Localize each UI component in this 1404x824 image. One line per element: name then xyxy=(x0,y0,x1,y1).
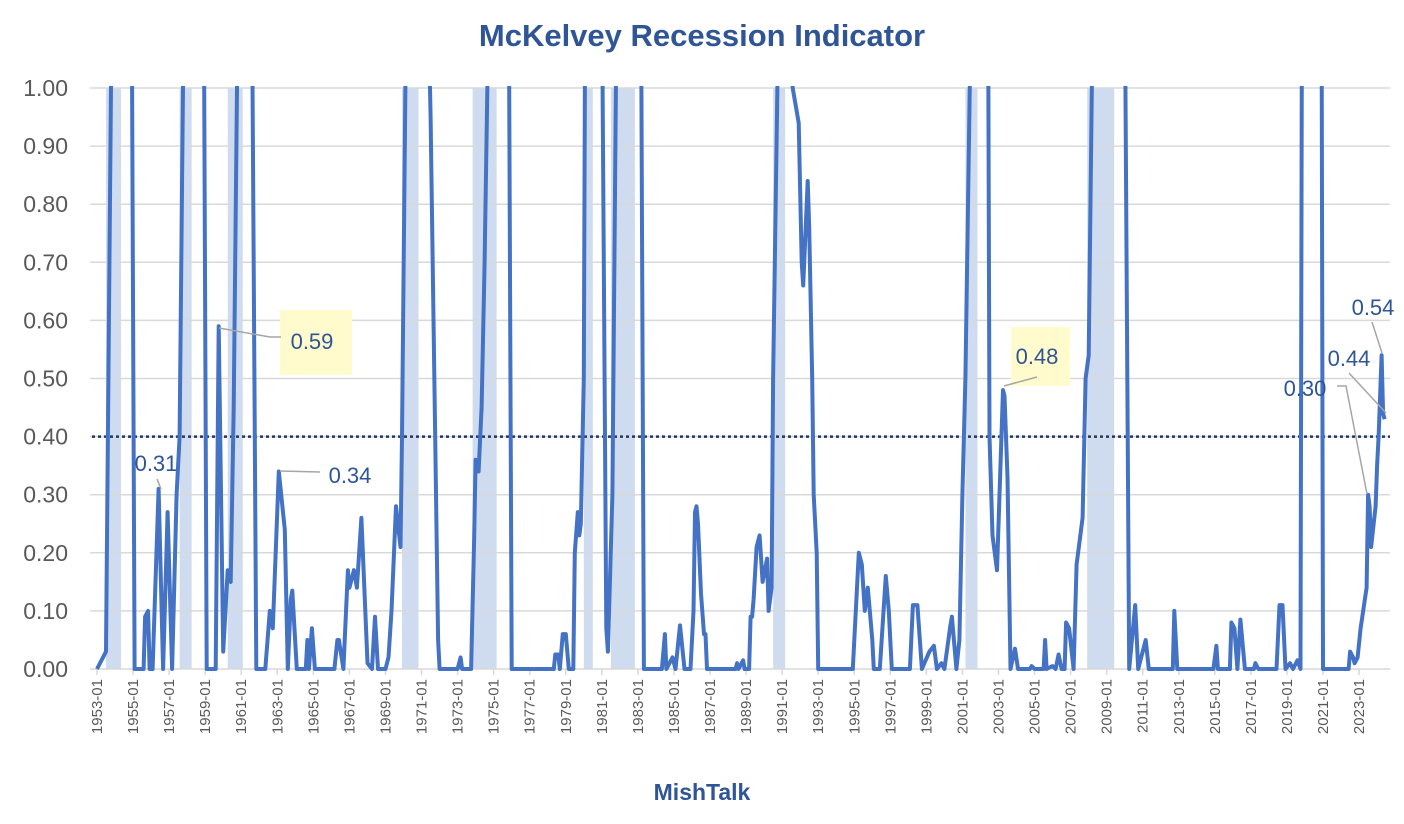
y-tick-label: 0.10 xyxy=(23,598,68,624)
x-tick-label: 1965-01 xyxy=(305,679,322,734)
chart-title: McKelvey Recession Indicator xyxy=(479,18,925,53)
data-label: 0.30 xyxy=(1284,376,1327,401)
x-tick-label: 1955-01 xyxy=(125,679,142,734)
x-tick-label: 1967-01 xyxy=(341,679,358,734)
x-tick-label: 1997-01 xyxy=(882,679,899,734)
y-tick-label: 0.90 xyxy=(23,133,68,159)
data-label: 0.44 xyxy=(1328,346,1371,371)
leader-line xyxy=(1348,372,1387,414)
y-tick-label: 1.00 xyxy=(23,75,68,101)
x-tick-label: 2021-01 xyxy=(1315,679,1332,734)
data-labels: 0.31 0.59 0.34 0.48 0.300.44 0.54 xyxy=(135,295,1395,495)
leader-line xyxy=(1371,321,1383,354)
x-tick-label: 1979-01 xyxy=(558,679,575,734)
x-axis-label: MishTalk xyxy=(654,779,751,805)
x-tick-label: 1995-01 xyxy=(846,679,863,734)
plot-area xyxy=(95,86,1387,671)
x-tick-label: 1987-01 xyxy=(702,679,719,734)
data-label: 0.34 xyxy=(329,463,372,488)
x-tick-label: 2013-01 xyxy=(1171,679,1188,734)
x-tick-label: 1973-01 xyxy=(450,679,467,734)
x-tick-label: 1989-01 xyxy=(738,679,755,734)
y-axis-ticks: 0.00 0.10 0.20 0.30 0.40 0.50 0.60 0.70 0.80 0.90… xyxy=(23,75,68,682)
x-tick-label: 2003-01 xyxy=(991,679,1008,734)
x-tick-label: 2011-01 xyxy=(1135,679,1152,733)
x-tick-label: 2009-01 xyxy=(1099,679,1116,734)
x-tick-label: 1957-01 xyxy=(161,679,178,734)
y-tick-label: 0.40 xyxy=(23,424,68,450)
x-tick-label: 1971-01 xyxy=(414,679,431,734)
data-label: 0.59 xyxy=(291,329,334,354)
leader-line xyxy=(218,327,281,338)
data-label: 0.54 xyxy=(1352,295,1395,320)
y-tick-label: 0.20 xyxy=(23,540,68,566)
x-tick-label: 1953-01 xyxy=(89,679,106,734)
x-tick-label: 1991-01 xyxy=(774,679,791,734)
data-label: 0.48 xyxy=(1016,344,1059,369)
x-tick-label: 1993-01 xyxy=(810,679,827,734)
series-line xyxy=(95,86,1387,671)
y-tick-label: 0.80 xyxy=(23,191,68,217)
x-tick-label: 1975-01 xyxy=(486,679,503,734)
leader-line xyxy=(156,478,162,490)
y-tick-label: 0.50 xyxy=(23,366,68,392)
leader-line xyxy=(279,470,321,473)
x-tick-label: 1961-01 xyxy=(233,679,250,734)
x-tick-label: 1977-01 xyxy=(522,679,539,734)
x-tick-label: 1963-01 xyxy=(269,679,286,734)
label-highlight-box xyxy=(280,310,352,375)
leader-line xyxy=(1337,385,1368,495)
x-tick-label: 2015-01 xyxy=(1207,679,1224,734)
y-tick-label: 0.60 xyxy=(23,307,68,333)
leader-line xyxy=(1003,376,1038,387)
y-tick-label: 0.30 xyxy=(23,482,68,508)
x-tick-label: 2005-01 xyxy=(1027,679,1044,734)
x-tick-label: 1969-01 xyxy=(377,679,394,734)
x-tick-label: 1983-01 xyxy=(630,679,647,734)
annotation-highlights xyxy=(280,310,1070,386)
label-highlight-box xyxy=(1011,327,1070,386)
x-tick-label: 2017-01 xyxy=(1243,679,1260,734)
y-tick-label: 0.00 xyxy=(23,656,68,682)
x-tick-label: 2019-01 xyxy=(1279,679,1296,734)
x-tick-label: 2007-01 xyxy=(1063,679,1080,734)
x-tick-label: 1959-01 xyxy=(197,679,214,734)
x-axis-ticks: 1953-01 1955-01 1957-01 1959-01 1961-01 1963-… xyxy=(89,669,1368,734)
data-label: 0.31 xyxy=(135,451,178,476)
x-tick-label: 1999-01 xyxy=(918,679,935,734)
x-tick-label: 2001-01 xyxy=(954,679,971,734)
x-tick-label: 1981-01 xyxy=(594,679,611,734)
x-tick-label: 2023-01 xyxy=(1351,679,1368,734)
y-tick-label: 0.70 xyxy=(23,249,68,275)
x-tick-label: 1985-01 xyxy=(666,679,683,734)
